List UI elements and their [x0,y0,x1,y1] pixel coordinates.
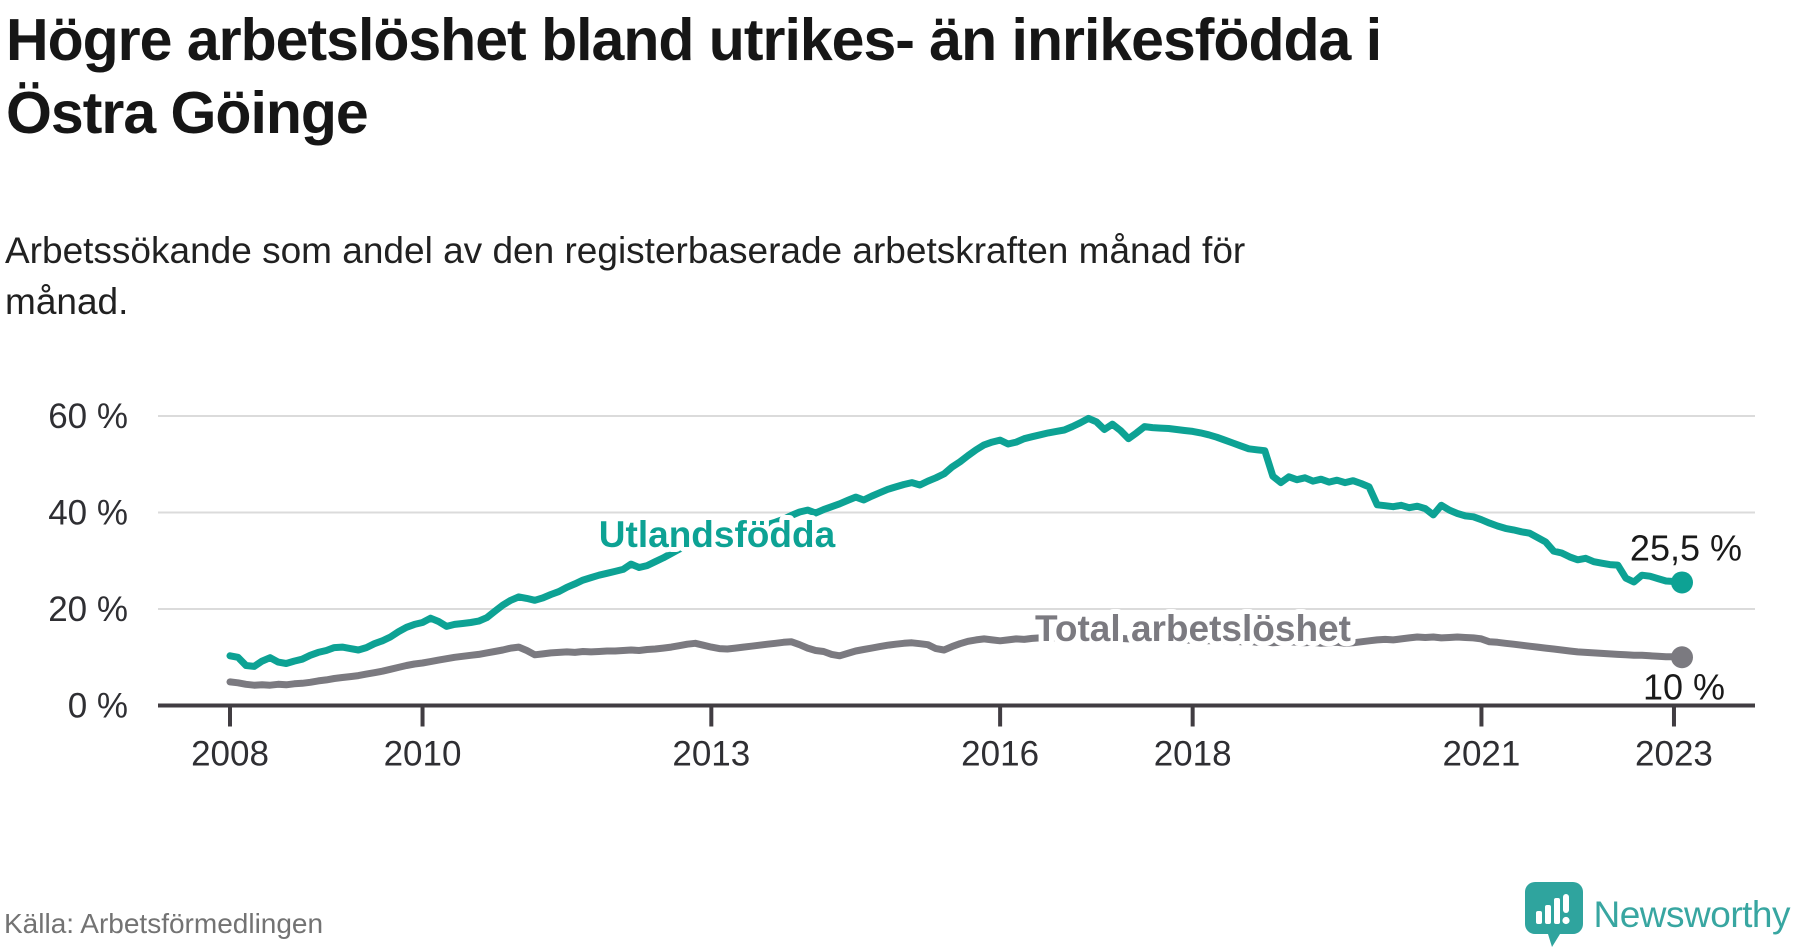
x-axis-label-2008: 2008 [191,735,269,774]
logo-bar-2 [1544,905,1551,924]
subtitle-line-1: Arbetssökande som andel av den registerb… [5,230,1246,271]
y-axis-label-60: 60 % [48,397,128,436]
series-end-dot-utlandsfodda [1670,571,1693,594]
series-line-utlandsfodda [226,414,1686,670]
x-axis-label-2010: 2010 [384,735,462,774]
series-label-utlandsfodda: Utlandsfödda [599,514,836,555]
newsworthy-logo: Newsworthy [1524,882,1791,948]
page-title: Högre arbetslöshet bland utrikes- än inr… [6,4,1546,150]
logo-exclamation-icon [1562,894,1569,913]
x-axis-label-2023: 2023 [1635,735,1713,774]
series-label-total: Total arbetslöshet [1035,608,1351,649]
chart-svg: 0 % 20 % 40 % 60 % 2008 2010 2013 2016 2018 2021 2… [48,397,1755,774]
x-axis-label-2021: 2021 [1443,735,1521,774]
title-line-1: Högre arbetslöshet bland utrikes- än inr… [6,7,1382,73]
y-axis-label-40: 40 % [48,494,128,533]
series-end-dot-total [1670,646,1693,669]
newsworthy-logo-icon [1524,882,1583,947]
end-value-label-total: 10 % [1643,666,1725,707]
chart-subtitle: Arbetssökande som andel av den registerb… [5,225,1505,327]
end-value-label-utlandsfodda: 25,5 % [1630,527,1742,568]
logo-bar-1 [1535,911,1542,924]
logo-bar-3 [1553,898,1560,924]
newsworthy-logo-text: Newsworthy [1593,894,1791,935]
source-note: Källa: Arbetsförmedlingen [4,908,324,939]
y-axis-label-20: 20 % [48,590,128,629]
series-line-total [226,633,1686,689]
subtitle-line-2: månad. [5,281,129,322]
x-axis-label-2016: 2016 [961,735,1039,774]
title-line-2: Östra Göinge [6,80,369,146]
x-axis-label-2018: 2018 [1154,735,1232,774]
x-axis-label-2013: 2013 [672,735,750,774]
y-axis-label-0: 0 % [68,687,128,726]
